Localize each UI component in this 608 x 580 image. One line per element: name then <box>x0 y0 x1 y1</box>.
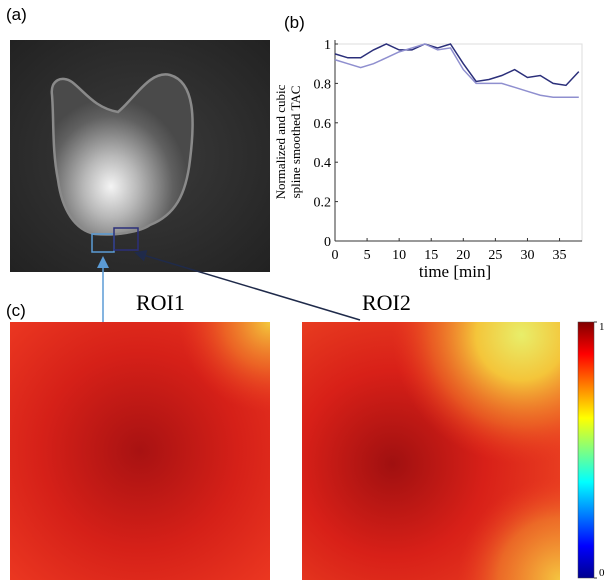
y-axis-label: Normalized and cubic <box>273 84 288 199</box>
y-tick-label: 0.2 <box>314 196 332 211</box>
panel-label: (c) <box>6 301 26 320</box>
y-tick-label: 0.4 <box>314 156 332 171</box>
colorbar-tick-label: 0 <box>599 567 605 579</box>
panel-label: (a) <box>6 5 27 24</box>
x-tick-label: 25 <box>488 248 502 263</box>
x-tick-label: 5 <box>364 248 371 263</box>
y-tick-label: 1 <box>324 38 331 53</box>
x-tick-label: 30 <box>520 248 534 263</box>
x-tick-label: 15 <box>424 248 438 263</box>
heatmap <box>10 322 270 580</box>
colorbar-tick-label: 1 <box>599 321 605 333</box>
y-tick-label: 0 <box>324 235 331 250</box>
x-tick-label: 0 <box>332 248 339 263</box>
y-axis-label: spline smoothed TAC <box>288 86 303 199</box>
series-line <box>334 43 580 87</box>
x-tick-label: 35 <box>553 248 567 263</box>
y-tick-label: 0.8 <box>314 77 332 92</box>
panel-label: (b) <box>284 13 305 32</box>
y-tick-label: 0.6 <box>314 117 332 132</box>
scan-image <box>10 40 270 272</box>
series-line <box>334 43 579 98</box>
colorbar <box>577 321 595 579</box>
roi-label: ROI1 <box>136 290 185 315</box>
heatmap <box>302 322 560 580</box>
arrow <box>134 249 361 321</box>
x-axis-label: time [min] <box>419 262 491 281</box>
plot-area <box>334 43 583 242</box>
roi-label: ROI2 <box>362 290 411 315</box>
x-tick-label: 20 <box>456 248 470 263</box>
x-tick-label: 10 <box>392 248 406 263</box>
